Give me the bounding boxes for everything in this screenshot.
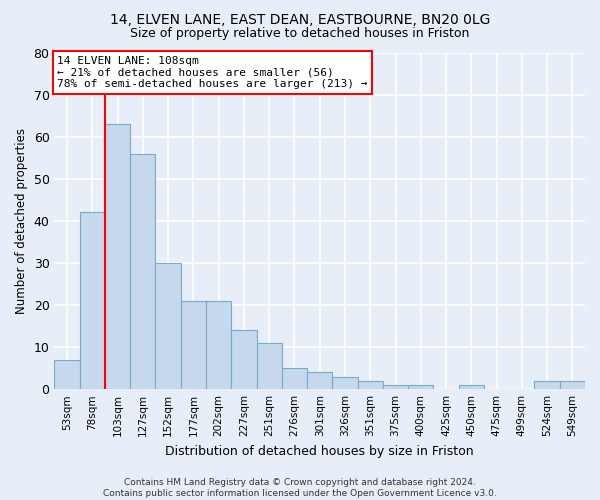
Bar — [257, 343, 282, 389]
Text: 14, ELVEN LANE, EAST DEAN, EASTBOURNE, BN20 0LG: 14, ELVEN LANE, EAST DEAN, EASTBOURNE, B… — [110, 12, 490, 26]
Bar — [80, 212, 105, 389]
Text: 14 ELVEN LANE: 108sqm
← 21% of detached houses are smaller (56)
78% of semi-deta: 14 ELVEN LANE: 108sqm ← 21% of detached … — [57, 56, 368, 89]
Y-axis label: Number of detached properties: Number of detached properties — [15, 128, 28, 314]
Bar — [206, 301, 231, 389]
Bar — [282, 368, 307, 389]
Bar — [458, 385, 484, 389]
Bar — [105, 124, 130, 389]
Text: Size of property relative to detached houses in Friston: Size of property relative to detached ho… — [130, 28, 470, 40]
Bar — [383, 385, 408, 389]
Bar — [55, 360, 80, 389]
Bar — [181, 301, 206, 389]
Bar — [535, 381, 560, 389]
Bar — [307, 372, 332, 389]
Bar — [358, 381, 383, 389]
Text: Contains HM Land Registry data © Crown copyright and database right 2024.
Contai: Contains HM Land Registry data © Crown c… — [103, 478, 497, 498]
Bar — [130, 154, 155, 389]
Bar — [231, 330, 257, 389]
Bar — [408, 385, 433, 389]
Bar — [332, 376, 358, 389]
X-axis label: Distribution of detached houses by size in Friston: Distribution of detached houses by size … — [166, 444, 474, 458]
Bar — [155, 263, 181, 389]
Bar — [560, 381, 585, 389]
